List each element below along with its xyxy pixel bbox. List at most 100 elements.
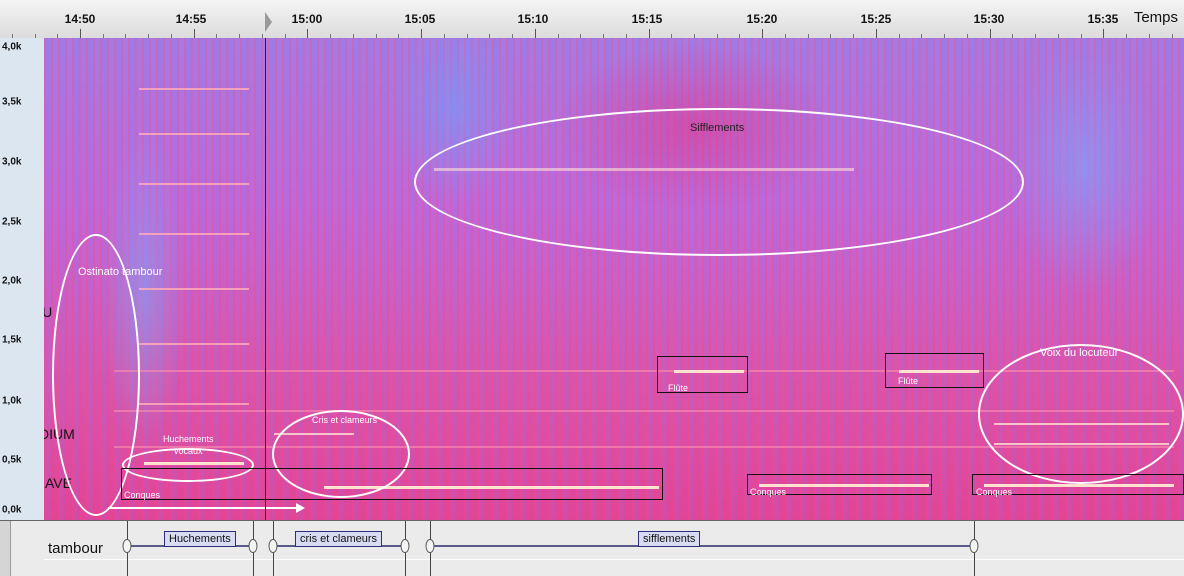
segment-label-huchements[interactable]: Huchements [164, 531, 236, 547]
tick-label: 15:15 [631, 12, 663, 26]
harmonic-trace [114, 410, 1174, 412]
harmonic-trace [899, 370, 979, 373]
freq-label: 1,5k [2, 334, 22, 346]
tick-minor [443, 34, 445, 38]
segment-handle-icon[interactable] [969, 539, 979, 553]
huchements-label-line1: Huchements [163, 434, 214, 444]
tick-minor [693, 34, 695, 38]
harmonic-trace [114, 446, 1174, 448]
flute-box[interactable] [885, 353, 984, 388]
tick-minor [512, 34, 514, 38]
tick-label: 14:50 [64, 12, 96, 26]
tick-minor [57, 34, 59, 38]
tick-minor [898, 34, 900, 38]
tier-name: tambour [48, 540, 104, 557]
tick-minor [216, 34, 218, 38]
tick-minor [239, 34, 241, 38]
tick-major [762, 29, 764, 38]
segment-label-sifflements[interactable]: sifflements [638, 531, 701, 547]
tick-label: 15:25 [860, 12, 892, 26]
tick-minor [557, 34, 559, 38]
harmonic-trace [114, 370, 1174, 372]
tick-minor [625, 34, 627, 38]
cris-ellipse[interactable] [272, 410, 410, 498]
tick-minor [398, 34, 400, 38]
sifflements-label: Sifflements [690, 122, 745, 134]
annotation-tier[interactable]: tambour Huchements cris et clameurs siff… [0, 520, 1184, 576]
spectrogram[interactable]: AIGU MEDIUM GRAVE Ostinato tambour Siffl… [44, 38, 1184, 520]
huchements-label-line2: vocaux [174, 446, 203, 456]
tick-minor [148, 34, 150, 38]
harmonic-trace [139, 233, 249, 235]
tick-major [534, 29, 536, 38]
ostinato-ellipse[interactable] [52, 234, 140, 516]
time-ruler[interactable]: 14:50 14:55 15:00 15:05 15:10 15:15 15:2… [0, 0, 1184, 39]
conques-box[interactable] [121, 468, 663, 500]
tick-minor [1126, 34, 1128, 38]
zone-label-grave: GRAVE [44, 475, 72, 491]
freq-label: 2,5k [2, 216, 22, 228]
tick-label: 15:00 [291, 12, 323, 26]
tick-minor [784, 34, 786, 38]
freq-label: 3,5k [2, 96, 22, 108]
harmonic-trace [984, 484, 1174, 487]
freq-label: 0,5k [2, 454, 22, 466]
tick-major [875, 29, 877, 38]
tick-minor [261, 34, 263, 38]
segment-handle-icon[interactable] [248, 539, 258, 553]
tick-minor [1171, 34, 1173, 38]
tick-major [80, 29, 81, 38]
segment-handle-icon[interactable] [425, 539, 435, 553]
tick-label: 15:20 [746, 12, 778, 26]
voix-ellipse[interactable] [978, 344, 1184, 484]
tick-label: 15:10 [517, 12, 549, 26]
conques-label: Conques [976, 487, 1013, 497]
tick-minor [125, 34, 127, 38]
tick-minor [580, 34, 582, 38]
time-axis-label: Temps [1133, 9, 1178, 26]
conques-box[interactable] [747, 474, 932, 495]
tick-major [1103, 29, 1105, 38]
harmonic-trace [674, 370, 744, 373]
voix-label: Voix du locuteur [1040, 347, 1119, 359]
zone-label-aigu: AIGU [44, 304, 53, 320]
tick-minor [170, 34, 172, 38]
sifflements-ellipse[interactable] [414, 108, 1024, 256]
tier-track [44, 559, 1184, 560]
harmonic-trace [139, 88, 249, 90]
tick-minor [830, 34, 832, 38]
huchements-ellipse[interactable] [122, 448, 254, 482]
arrow-line [108, 507, 298, 509]
harmonic-trace [324, 486, 659, 489]
tick-minor [1035, 34, 1037, 38]
tick-minor [807, 34, 809, 38]
harmonic-trace [139, 288, 249, 290]
conques-label: Conques [124, 490, 161, 500]
playhead-marker[interactable] [265, 12, 272, 32]
segment-handle-icon[interactable] [122, 539, 132, 553]
tick-major [989, 29, 991, 38]
harmonic-trace [139, 343, 249, 345]
ostinato-label: Ostinato tambour [78, 266, 163, 278]
tick-minor [34, 34, 36, 38]
playback-cursor[interactable] [265, 38, 266, 575]
tick-minor [330, 34, 332, 38]
segment-label-cris[interactable]: cris et clameurs [295, 531, 383, 547]
tick-label: 15:30 [973, 12, 1005, 26]
tick-major [648, 29, 650, 38]
tick-major [193, 29, 195, 38]
tier-handle[interactable] [0, 521, 11, 576]
segment-handle-icon[interactable] [268, 539, 278, 553]
freq-label: 2,0k [2, 275, 22, 287]
segment-handle-icon[interactable] [400, 539, 410, 553]
cris-label: Cris et clameurs [312, 415, 378, 425]
tick-minor [716, 34, 718, 38]
freq-label: 0,0k [2, 504, 22, 516]
tick-label: 15:35 [1087, 12, 1119, 26]
flute-box[interactable] [657, 356, 748, 393]
harmonic-trace [139, 183, 249, 185]
segment-bar[interactable] [433, 545, 971, 547]
tick-minor [966, 34, 968, 38]
freq-label: 3,0k [2, 156, 22, 168]
flute-label: Flûte [668, 383, 689, 393]
